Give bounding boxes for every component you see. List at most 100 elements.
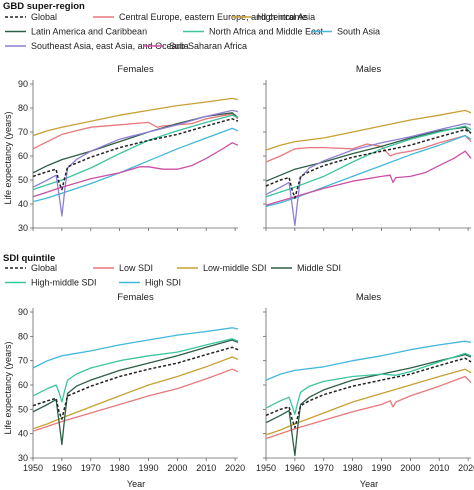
series-line-low-sdi [32, 368, 239, 432]
series-line-global [32, 118, 239, 191]
series-line-central-europe-eastern-europe-and-central-asia [265, 134, 472, 163]
series-line-high-income [265, 109, 472, 151]
series-line-south-asia [32, 127, 239, 203]
panel-title: Males [356, 64, 382, 75]
series-line-southeast-asia-east-asia-and-oceania [32, 109, 239, 217]
y-tick-label: 70 [18, 356, 28, 366]
chart-panels: Females 30 40 50 60 70 80 90 Males Females 30 40 50 6… [18, 64, 474, 473]
x-tick-label: 1970 [81, 463, 101, 473]
x-tick-label: 2000 [400, 463, 420, 473]
panel-title: Males [356, 292, 382, 303]
y-tick-label: 90 [18, 79, 28, 89]
legend-label: Middle SDI [297, 263, 341, 273]
y-axis-label-top: Life expectancy (years) [3, 111, 13, 204]
legend-item-1-global: Global [5, 263, 57, 273]
series-line-high-middle-sdi [32, 338, 239, 403]
x-tick-label: 1950 [256, 463, 276, 473]
series-line-low-middle-sdi [265, 368, 472, 436]
legend-item-1-low-middle-sdi: Low-middle SDI [177, 263, 267, 273]
x-tick-label: 2010 [196, 463, 216, 473]
series-line-sub-saharan-africa [265, 150, 472, 206]
series-line-high-income [32, 97, 239, 137]
series-line-middle-sdi [265, 353, 472, 457]
legend-label: Low-middle SDI [203, 263, 267, 273]
sdi-section-title: SDI quintile [3, 253, 55, 264]
panel-sdi-quintile-females: Females 30 40 50 60 70 80 90 1950 1960 1970 1980 199… [18, 292, 245, 473]
x-tick-label: 1980 [343, 463, 363, 473]
x-tick-label: 2000 [167, 463, 187, 473]
y-tick-label: 40 [18, 199, 28, 209]
series-line-southeast-asia-east-asia-and-oceania [265, 122, 472, 227]
x-tick-label: 2020 [458, 463, 474, 473]
legend-item-1-high-middle-sdi: High-middle SDI [5, 278, 97, 288]
series-line-north-africa-and-middle-east [265, 125, 472, 198]
y-tick-label: 50 [18, 175, 28, 185]
legend-label: High income [257, 12, 307, 22]
x-tick-label: 1980 [110, 463, 130, 473]
legends: Global Central Europe, eastern Europe, an… [5, 12, 380, 288]
series-line-high-sdi [265, 340, 472, 381]
x-tick-label: 1960 [52, 463, 72, 473]
series-line-central-europe-eastern-europe-and-central-asia [32, 113, 239, 150]
y-tick-label: 80 [18, 331, 28, 341]
series-line-middle-sdi [32, 339, 239, 446]
legend-label: Sub-Saharan Africa [169, 41, 247, 51]
series-line-low-sdi [265, 375, 472, 440]
legend-label: High SDI [145, 278, 181, 288]
series-line-high-sdi [32, 327, 239, 369]
legend-label: High-middle SDI [31, 278, 97, 288]
legend-item-1-middle-sdi: Middle SDI [271, 263, 341, 273]
legend-item-1-high-sdi: High SDI [119, 278, 181, 288]
series-line-global [265, 128, 472, 199]
y-tick-label: 30 [18, 223, 28, 233]
legend-item-0-southeast-asia-east-asia-and-oceania: Southeast Asia, east Asia, and Oceania [5, 41, 189, 51]
series-line-latin-america-and-caribbean [32, 112, 239, 174]
legend-item-1-low-sdi: Low SDI [93, 263, 153, 273]
y-tick-label: 70 [18, 127, 28, 137]
legend-item-0-latin-america-and-caribbean: Latin America and Caribbean [5, 27, 147, 37]
legend-label: Latin America and Caribbean [31, 27, 147, 37]
gbd-section-title: GBD super-region [3, 1, 85, 12]
legend-item-0-high-income: High income [231, 12, 307, 22]
y-tick-label: 80 [18, 103, 28, 113]
legend-item-0-sub-saharan-africa: Sub-Saharan Africa [143, 41, 247, 51]
y-axis-label-bottom: Life expectancy (years) [3, 341, 13, 434]
y-tick-label: 30 [18, 453, 28, 463]
x-axis-label-right: Year [360, 479, 378, 489]
y-tick-label: 60 [18, 380, 28, 390]
x-tick-label: 1990 [138, 463, 158, 473]
x-tick-label: 1970 [314, 463, 334, 473]
series-line-global [265, 357, 472, 429]
legend-label: Global [31, 12, 57, 22]
series-line-sub-saharan-africa [32, 142, 239, 198]
y-tick-label: 90 [18, 307, 28, 317]
legend-label: North Africa and Middle East [209, 27, 324, 37]
x-tick-label: 1960 [285, 463, 305, 473]
panel-gbd-super-region-females: Females 30 40 50 60 70 80 90 [18, 64, 239, 233]
legend-label: South Asia [337, 27, 380, 37]
series-line-low-middle-sdi [32, 356, 239, 430]
y-tick-label: 60 [18, 151, 28, 161]
panel-title: Females [117, 64, 154, 75]
x-tick-label: 1990 [371, 463, 391, 473]
series-line-south-asia [265, 134, 472, 208]
legend-label: Low SDI [119, 263, 153, 273]
x-tick-label: 2010 [429, 463, 449, 473]
legend-item-0-global: Global [5, 12, 57, 22]
panel-title: Females [117, 292, 154, 303]
x-axis-label-left: Year [127, 479, 145, 489]
x-tick-label: 1950 [23, 463, 43, 473]
series-line-north-africa-and-middle-east [32, 114, 239, 191]
series-line-high-middle-sdi [265, 352, 472, 415]
legend-item-0-central-europe-eastern-europe-and-central-asia: Central Europe, eastern Europe, and cent… [93, 12, 315, 22]
y-tick-label: 40 [18, 429, 28, 439]
x-tick-label: 2020 [225, 463, 245, 473]
legend-item-0-north-africa-and-middle-east: North Africa and Middle East [183, 27, 324, 37]
panel-gbd-super-region-males: Males [263, 64, 472, 231]
legend-label: Southeast Asia, east Asia, and Oceania [31, 41, 189, 51]
panel-sdi-quintile-males: Males 1950 1960 1970 1980 1990 2000 2010 2020 [256, 292, 474, 473]
legend-item-0-south-asia: South Asia [311, 27, 380, 37]
legend-label: Central Europe, eastern Europe, and cent… [119, 12, 315, 22]
y-tick-label: 50 [18, 404, 28, 414]
